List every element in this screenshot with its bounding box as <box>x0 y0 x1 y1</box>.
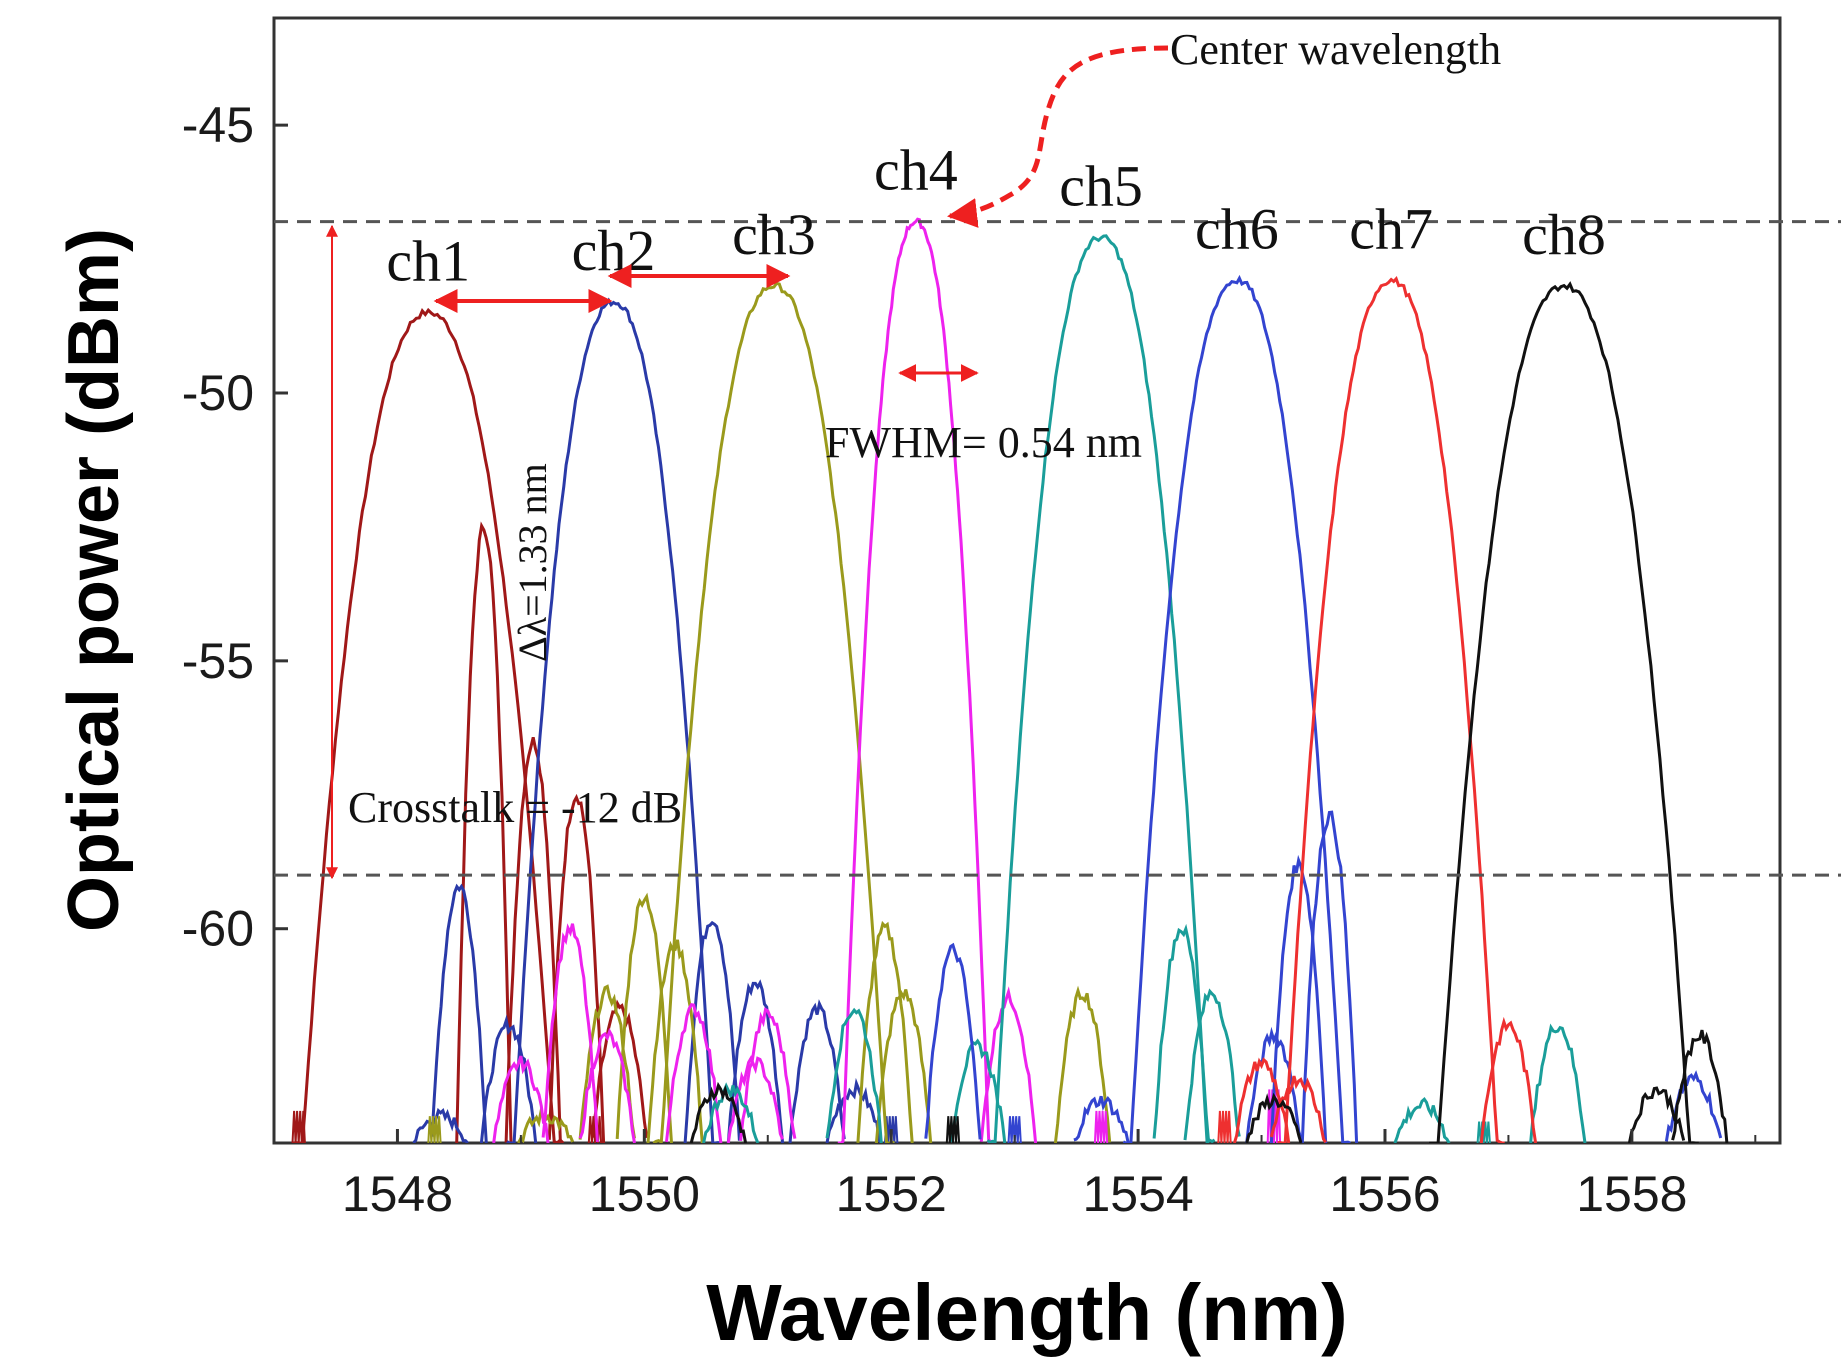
series-ch2-side-lobe-5 <box>788 999 846 1143</box>
x-tick-label-1550: 1550 <box>589 1166 700 1222</box>
crosstalk-label: Crosstalk = -12 dB <box>348 783 682 832</box>
annotations: Center wavelength Δλ=1.33 nm FWHM= 0.54 … <box>326 25 1501 880</box>
series-ch3-side-lobe-3 <box>646 939 704 1143</box>
series-ch2-side-lobe-0 <box>412 1107 469 1143</box>
series-ch5-side-lobe-5 <box>1529 1023 1587 1143</box>
series-ch2-side-lobe-3 <box>683 920 741 1143</box>
y-tick-label--55: -55 <box>182 633 254 689</box>
channel-label-ch2: ch2 <box>572 218 656 283</box>
series-ch2-noise-0 <box>884 1116 899 1143</box>
series-ch3-side-lobe-4 <box>856 920 914 1143</box>
series-ch4-main-lobe <box>837 217 994 1143</box>
series-ch1-noise-0 <box>291 1110 306 1143</box>
series-ch1-side-lobe-3 <box>591 999 649 1139</box>
fwhm-label: FWHM= 0.54 nm <box>825 418 1142 467</box>
series-ch8-side-lobe-3 <box>1245 1092 1303 1143</box>
series-ch6-side-lobe-3 <box>1073 1095 1130 1143</box>
series-ch2-main-lobe <box>506 297 720 1143</box>
series-ch4-side-lobe-1 <box>541 923 599 1142</box>
series-ch8-noise-0 <box>945 1116 961 1143</box>
series-ch6-main-lobe <box>1122 274 1351 1143</box>
series-ch6-noise-0 <box>1007 1116 1022 1143</box>
channel-labels: ch1 ch2 ch3 ch4 ch5 ch6 ch7 ch8 <box>386 138 1605 294</box>
series-ch3-side-lobe-2 <box>615 892 673 1143</box>
plot-area <box>272 16 1782 1145</box>
series-ch1-side-lobe-1 <box>504 736 562 1143</box>
x-tick-label-1558: 1558 <box>1576 1166 1687 1222</box>
channel-label-ch4: ch4 <box>874 138 958 203</box>
channel-label-ch6: ch6 <box>1195 197 1279 262</box>
series-ch3-side-lobe-1 <box>578 984 636 1140</box>
series-ch8-side-lobe-0 <box>1671 1029 1729 1143</box>
series-ch5-side-lobe-4 <box>1183 988 1241 1141</box>
series-ch1-noise-1 <box>587 1116 603 1143</box>
series-ch6-side-lobe-2 <box>924 942 982 1140</box>
series-ch4-side-lobe-5 <box>739 1007 797 1141</box>
y-tick-label--60: -60 <box>182 901 254 957</box>
channel-label-ch5: ch5 <box>1059 154 1143 219</box>
channel-label-ch1: ch1 <box>386 229 470 294</box>
series-ch7-side-lobe-2 <box>1479 1016 1538 1143</box>
series-ch1-side-lobe-2 <box>547 793 606 1143</box>
series-ch1-side-lobe-0 <box>455 521 513 1143</box>
y-axis: -45 -50 -55 -60 <box>182 97 288 957</box>
series-ch5-side-lobe-2 <box>949 1038 1007 1143</box>
channel-label-ch7: ch7 <box>1349 197 1433 262</box>
series-ch5-noise-0 <box>1476 1121 1491 1143</box>
series-ch8-side-lobe-1 <box>1627 1086 1686 1143</box>
series-ch5-main-lobe <box>986 234 1216 1143</box>
series-ch3-side-lobe-5 <box>874 989 933 1143</box>
series-ch5-side-lobe-0 <box>702 1082 760 1143</box>
x-axis: 1548 1550 1552 1554 1556 1558 <box>273 1129 1757 1222</box>
series-ch7-side-lobe-1 <box>1269 1075 1327 1143</box>
series-ch2-side-lobe-4 <box>726 979 785 1143</box>
series-ch4-noise-0 <box>1093 1110 1109 1143</box>
series-ch1-main-lobe <box>293 307 565 1143</box>
series-ch2-side-lobe-1 <box>430 883 488 1143</box>
x-axis-title: Wavelength (nm) <box>706 1268 1347 1357</box>
series-ch4-side-lobe-4 <box>726 1055 784 1143</box>
series-ch7-main-lobe <box>1277 275 1505 1143</box>
series-ch2-side-lobe-6 <box>825 1077 883 1143</box>
series-ch2-side-lobe-2 <box>479 1014 538 1143</box>
reference-lines <box>274 220 1841 877</box>
x-tick-label-1552: 1552 <box>836 1166 947 1222</box>
series-ch4-side-lobe-0 <box>492 1055 550 1143</box>
series-ch4-side-lobe-3 <box>665 1002 723 1143</box>
center-wavelength-leader <box>947 45 1169 228</box>
channel-label-ch8: ch8 <box>1522 202 1606 267</box>
series-ch5-side-lobe-1 <box>825 1007 883 1143</box>
x-tick-label-1556: 1556 <box>1329 1166 1440 1222</box>
series-ch6-side-lobe-1 <box>1300 810 1359 1143</box>
series-ch7-side-lobe-0 <box>1232 1057 1291 1143</box>
series-ch5-side-lobe-3 <box>1152 923 1210 1141</box>
x-tick-label-1548: 1548 <box>342 1166 453 1222</box>
series-ch8-side-lobe-2 <box>689 1081 748 1143</box>
delta-lambda-label: Δλ=1.33 nm <box>510 463 555 662</box>
channel-label-ch3: ch3 <box>732 202 816 267</box>
series-ch3-noise-0 <box>427 1116 442 1143</box>
x-tick-label-1554: 1554 <box>1082 1166 1193 1222</box>
series-layer <box>291 217 1729 1143</box>
y-tick-label--45: -45 <box>182 97 254 153</box>
series-ch4-side-lobe-2 <box>578 1027 636 1143</box>
series-ch4-side-lobe-6 <box>979 986 1038 1143</box>
series-ch3-side-lobe-6 <box>1053 985 1112 1143</box>
y-axis-title: Optical power (dBm) <box>54 228 134 932</box>
series-ch6-side-lobe-0 <box>1269 854 1328 1143</box>
series-ch8-main-lobe <box>1429 281 1699 1143</box>
center-wavelength-label: Center wavelength <box>1170 25 1501 74</box>
series-ch7-noise-0 <box>1217 1110 1232 1143</box>
y-tick-label--50: -50 <box>182 365 254 421</box>
series-ch3-main-lobe <box>652 281 895 1143</box>
